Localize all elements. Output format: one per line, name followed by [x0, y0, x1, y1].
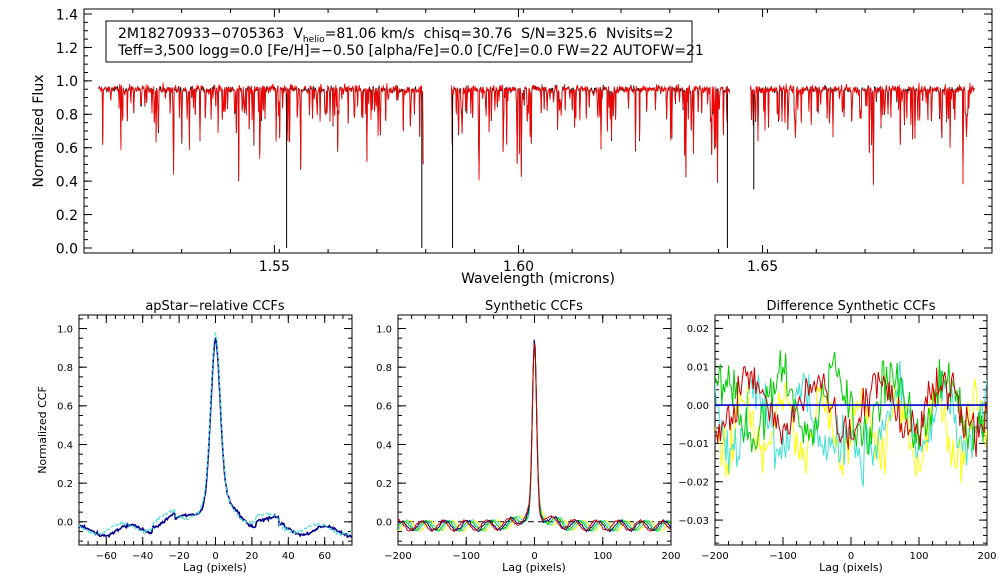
- apstar-ytick-label: 0.6: [57, 402, 73, 413]
- apstar-series-1: [78, 336, 353, 539]
- spectrum-panel: 1.55 1.60 1.65 0.0 0.2 0.4 0.6 0.8 1.0 1.2 1.4 2M1…: [31, 7, 993, 287]
- difference-xtick-label: −200: [701, 551, 728, 562]
- difference-x-label: Lag (pixels): [819, 561, 883, 574]
- apstar-xtick-label: −40: [132, 551, 153, 562]
- spectrum-y-label: Normalized Flux: [31, 75, 47, 188]
- difference-ytick-label: 0.01: [687, 363, 709, 374]
- signal-to-noise: S/N=325.6: [521, 26, 597, 42]
- apstar-xtick-label: 40: [282, 551, 295, 562]
- header-box: [105, 20, 693, 63]
- apstar-xtick-label: −20: [169, 551, 190, 562]
- difference-xtick-label: −100: [769, 551, 796, 562]
- difference-series-4: [715, 365, 987, 457]
- vhelio-prefix: V: [293, 26, 303, 42]
- spectrum-ticks: 1.55 1.60 1.65 0.0 0.2 0.4 0.6 0.8 1.0 1.2 1.4: [56, 7, 992, 275]
- synthetic-ytick-label: 0.8: [376, 363, 392, 374]
- synthetic-ytick-label: 0.4: [376, 440, 392, 451]
- difference-xtick-label: 200: [977, 551, 996, 562]
- spectrum-ytick-label: 1.2: [56, 41, 78, 57]
- chisq: chisq=30.76: [424, 26, 513, 42]
- spectrum-ytick-label: 0.6: [56, 141, 78, 157]
- difference-ytick-label: −0.01: [678, 439, 709, 450]
- apstar-xtick-label: 60: [318, 551, 331, 562]
- spectrum-ytick-label: 0.8: [56, 108, 78, 124]
- synthetic-xtick-label: −100: [453, 551, 480, 562]
- vhelio-sub: helio: [303, 35, 325, 45]
- apstar-plot: [78, 332, 353, 539]
- synthetic-xtick-label: 100: [593, 551, 612, 562]
- synthetic-ccf-panel: −200 −100 0 100 200 0.0 0.2 0.4 0.6 0.8 1.0 Synthe…: [376, 299, 680, 574]
- difference-xtick-label: 100: [909, 551, 928, 562]
- difference-series-1: [715, 378, 987, 484]
- header-line-2: Teff=3,500 logg=0.0 [Fe/H]=−0.50 [alpha/…: [117, 43, 704, 59]
- apstar-frame: [78, 314, 353, 546]
- apstar-title: apStar−relative CCFs: [145, 299, 285, 314]
- synthetic-ytick-label: 0.0: [376, 518, 392, 529]
- series-model-chip-3: [750, 82, 975, 186]
- apstar-ccf-panel: −60 −40 −20 0 20 40 60 0.0 0.2 0.4 0.6 0.8 1.0 apSta…: [36, 299, 353, 574]
- apstar-ytick-label: 0.0: [57, 518, 73, 529]
- spectrum-xtick-label: 1.55: [259, 259, 290, 275]
- spectrum-ytick-label: 0.0: [56, 241, 78, 257]
- difference-ytick-label: 0.00: [687, 401, 709, 412]
- spectrum-header: 2M18270933−0705363 Vhelio=81.06 km/s chisq…: [105, 20, 704, 63]
- synthetic-series-2: [398, 341, 671, 533]
- spectrum-ytick-label: 0.2: [56, 208, 78, 224]
- synthetic-xtick-label: −200: [384, 551, 411, 562]
- apstar-xtick-label: 0: [212, 551, 218, 562]
- difference-series-3: [715, 350, 987, 456]
- synthetic-series-4: [397, 339, 671, 533]
- difference-ccf-panel: −200 −100 0 100 200 −0.03 −0.02 −0.01 0.00 0.01 0.…: [678, 299, 996, 574]
- spectrum-ytick-label: 0.4: [56, 174, 78, 190]
- spectrum-ytick-label: 1.0: [56, 74, 78, 90]
- synthetic-series-5: [397, 343, 671, 533]
- synthetic-ytick-label: 0.6: [376, 402, 392, 413]
- synthetic-x-label: Lag (pixels): [502, 561, 566, 574]
- nvisits: Nvisits=2: [606, 26, 673, 42]
- spectrum-x-label: Wavelength (microns): [461, 271, 615, 287]
- spectrum-plot: [98, 82, 975, 248]
- spectrum-xtick-label: 1.65: [747, 259, 778, 275]
- spectrum-ytick-label: 1.4: [56, 7, 78, 23]
- spectrum-xtick-label: 1.60: [503, 259, 534, 275]
- synthetic-series-1: [397, 344, 671, 533]
- apstar-y-label: Normalized CCF: [36, 386, 49, 474]
- vhelio-value: =81.06 km/s: [325, 26, 415, 42]
- apstar-ytick-label: 0.8: [57, 363, 73, 374]
- synthetic-xtick-label: 200: [661, 551, 680, 562]
- header-line-1: 2M18270933−0705363 Vhelio=81.06 km/s chisq…: [118, 26, 673, 45]
- apstar-ytick-label: 1.0: [57, 324, 73, 335]
- synthetic-ytick-label: 0.2: [376, 479, 392, 490]
- difference-plot: [715, 350, 987, 487]
- synthetic-plot: [397, 339, 671, 533]
- apstar-xtick-label: −60: [96, 551, 117, 562]
- synthetic-title: Synthetic CCFs: [485, 299, 583, 314]
- difference-xtick-label: 0: [848, 551, 854, 562]
- difference-title: Difference Synthetic CCFs: [766, 299, 935, 314]
- apstar-ticks: −60 −40 −20 0 20 40 60 0.0 0.2 0.4 0.6 0.8 1.0: [57, 315, 353, 562]
- difference-ytick-label: −0.02: [678, 478, 709, 489]
- series-model-chip-1: [98, 82, 424, 181]
- synthetic-xtick-label: 0: [531, 551, 537, 562]
- apstar-xtick-label: 20: [246, 551, 259, 562]
- difference-ticks: −200 −100 0 100 200 −0.03 −0.02 −0.01 0.00 0.01 0.…: [678, 315, 997, 562]
- series-model-chip-2: [451, 83, 731, 182]
- synthetic-ytick-label: 1.0: [376, 324, 392, 335]
- star-id: 2M18270933−0705363: [118, 26, 284, 42]
- apstar-x-label: Lag (pixels): [183, 561, 247, 574]
- apstar-series-2: [78, 332, 353, 537]
- apstar-ytick-label: 0.2: [57, 479, 73, 490]
- synthetic-ticks: −200 −100 0 100 200 0.0 0.2 0.4 0.6 0.8 1.0: [376, 315, 681, 562]
- synthetic-series-3: [397, 339, 671, 532]
- difference-ytick-label: 0.02: [687, 324, 709, 335]
- apstar-ytick-label: 0.4: [57, 440, 73, 451]
- difference-ytick-label: −0.03: [678, 516, 709, 527]
